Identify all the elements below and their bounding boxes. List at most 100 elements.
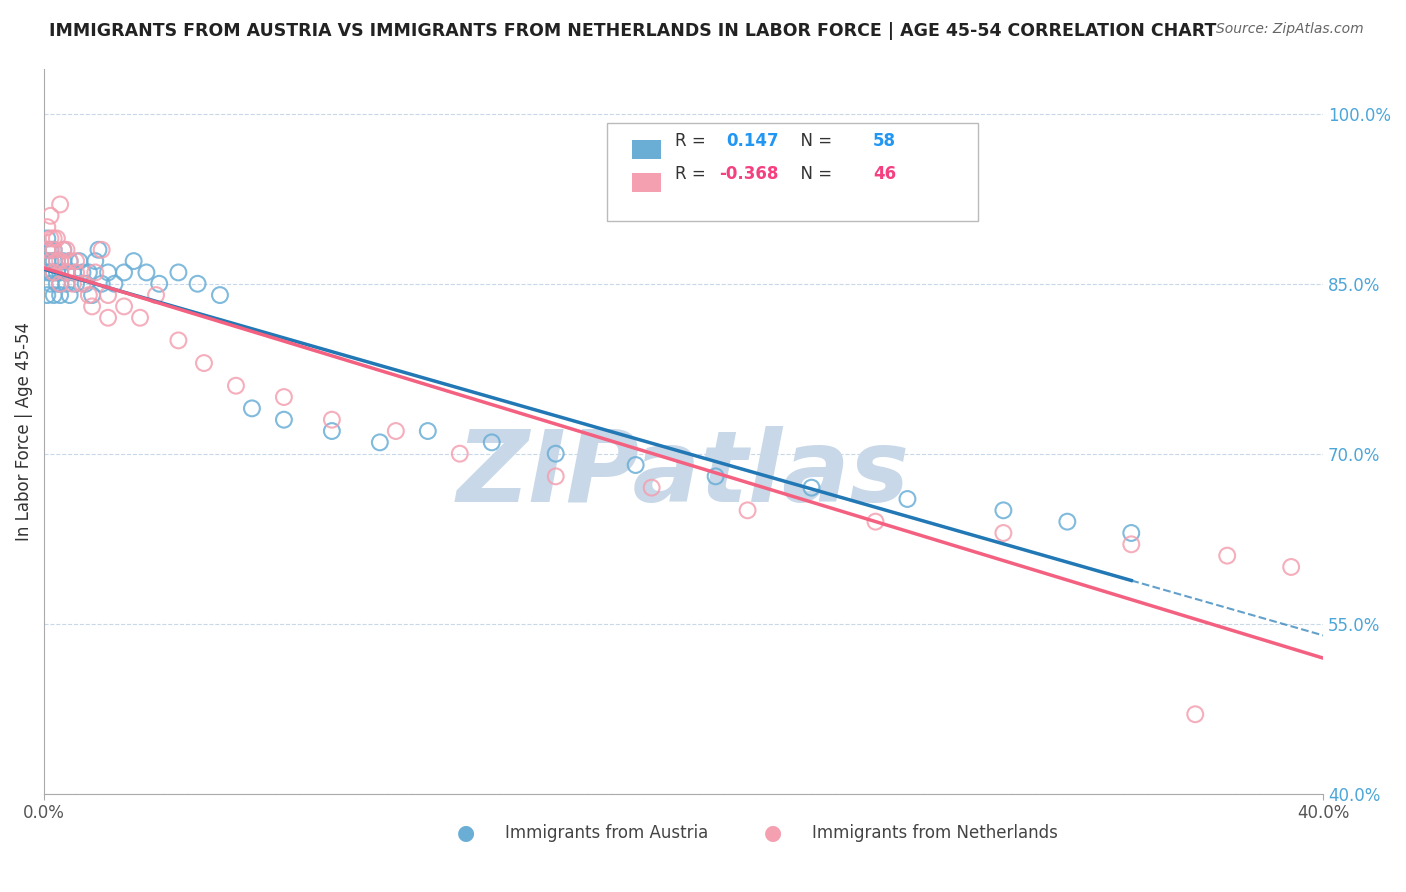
Point <box>37 231 59 245</box>
Point <box>39 243 62 257</box>
Point <box>42 231 65 245</box>
Text: IMMIGRANTS FROM AUSTRIA VS IMMIGRANTS FROM NETHERLANDS IN LABOR FORCE | AGE 45-5: IMMIGRANTS FROM AUSTRIA VS IMMIGRANTS FR… <box>49 22 1216 40</box>
Point <box>208 288 231 302</box>
Point <box>416 424 439 438</box>
Point <box>39 265 62 279</box>
Point <box>65 265 87 279</box>
Text: R =: R = <box>675 132 710 150</box>
Point <box>84 265 107 279</box>
Text: R =: R = <box>675 165 710 184</box>
Text: -0.368: -0.368 <box>720 165 779 184</box>
Point <box>49 288 72 302</box>
FancyBboxPatch shape <box>607 123 977 221</box>
Point <box>77 288 100 302</box>
Point <box>49 197 72 211</box>
Text: Source: ZipAtlas.com: Source: ZipAtlas.com <box>1216 22 1364 37</box>
Point <box>704 469 727 483</box>
Point <box>90 243 112 257</box>
Point <box>1121 537 1143 551</box>
Point <box>187 277 209 291</box>
Bar <box>633 173 661 192</box>
Point <box>1056 515 1078 529</box>
Point <box>167 265 190 279</box>
Point <box>37 243 59 257</box>
Text: N =: N = <box>790 165 837 184</box>
Point <box>42 265 65 279</box>
Point <box>37 243 59 257</box>
Point <box>62 265 84 279</box>
Point <box>321 413 343 427</box>
Text: N =: N = <box>790 132 837 150</box>
Point <box>39 254 62 268</box>
Text: 46: 46 <box>873 165 896 184</box>
Point <box>45 265 67 279</box>
Point <box>896 491 918 506</box>
Point <box>112 300 135 314</box>
Point <box>148 277 170 291</box>
Point <box>90 277 112 291</box>
Point <box>49 265 72 279</box>
Point <box>737 503 759 517</box>
Point <box>39 231 62 245</box>
Point <box>135 265 157 279</box>
Point <box>37 288 59 302</box>
Y-axis label: In Labor Force | Age 45-54: In Labor Force | Age 45-54 <box>15 321 32 541</box>
Bar <box>633 140 661 159</box>
Point <box>55 243 77 257</box>
Point <box>544 447 567 461</box>
Point <box>225 378 247 392</box>
Point <box>84 254 107 268</box>
Point <box>87 243 110 257</box>
Point <box>624 458 647 472</box>
Point <box>37 254 59 268</box>
Point <box>75 277 97 291</box>
Point <box>385 424 408 438</box>
Point <box>45 254 67 268</box>
Point <box>80 300 103 314</box>
Point <box>59 288 82 302</box>
Point <box>193 356 215 370</box>
Point <box>65 254 87 268</box>
Point <box>368 435 391 450</box>
Point <box>49 277 72 291</box>
Point <box>129 310 152 325</box>
Point <box>55 277 77 291</box>
Point <box>97 265 120 279</box>
Point <box>273 390 295 404</box>
Point <box>544 469 567 483</box>
Point <box>145 288 167 302</box>
Point <box>1216 549 1239 563</box>
Point <box>42 265 65 279</box>
Point <box>39 277 62 291</box>
Point <box>72 277 94 291</box>
Point <box>97 310 120 325</box>
Point <box>640 481 662 495</box>
Text: Immigrants from Netherlands: Immigrants from Netherlands <box>811 824 1057 842</box>
Point <box>49 277 72 291</box>
Point <box>167 334 190 348</box>
Point <box>59 254 82 268</box>
Point <box>449 447 471 461</box>
Point <box>112 265 135 279</box>
Point <box>42 243 65 257</box>
Point <box>52 254 75 268</box>
Point <box>37 220 59 235</box>
Point <box>55 265 77 279</box>
Point <box>42 243 65 257</box>
Point <box>49 254 72 268</box>
Point <box>321 424 343 438</box>
Text: ●: ● <box>457 823 475 844</box>
Point <box>240 401 263 416</box>
Point <box>72 265 94 279</box>
Point <box>67 254 90 268</box>
Point <box>1121 526 1143 541</box>
Point <box>103 277 125 291</box>
Text: ●: ● <box>763 823 782 844</box>
Point <box>39 254 62 268</box>
Text: ZIPatlas: ZIPatlas <box>457 426 910 523</box>
Point <box>800 481 823 495</box>
Point <box>273 413 295 427</box>
Point <box>481 435 503 450</box>
Point <box>65 277 87 291</box>
Point <box>45 231 67 245</box>
